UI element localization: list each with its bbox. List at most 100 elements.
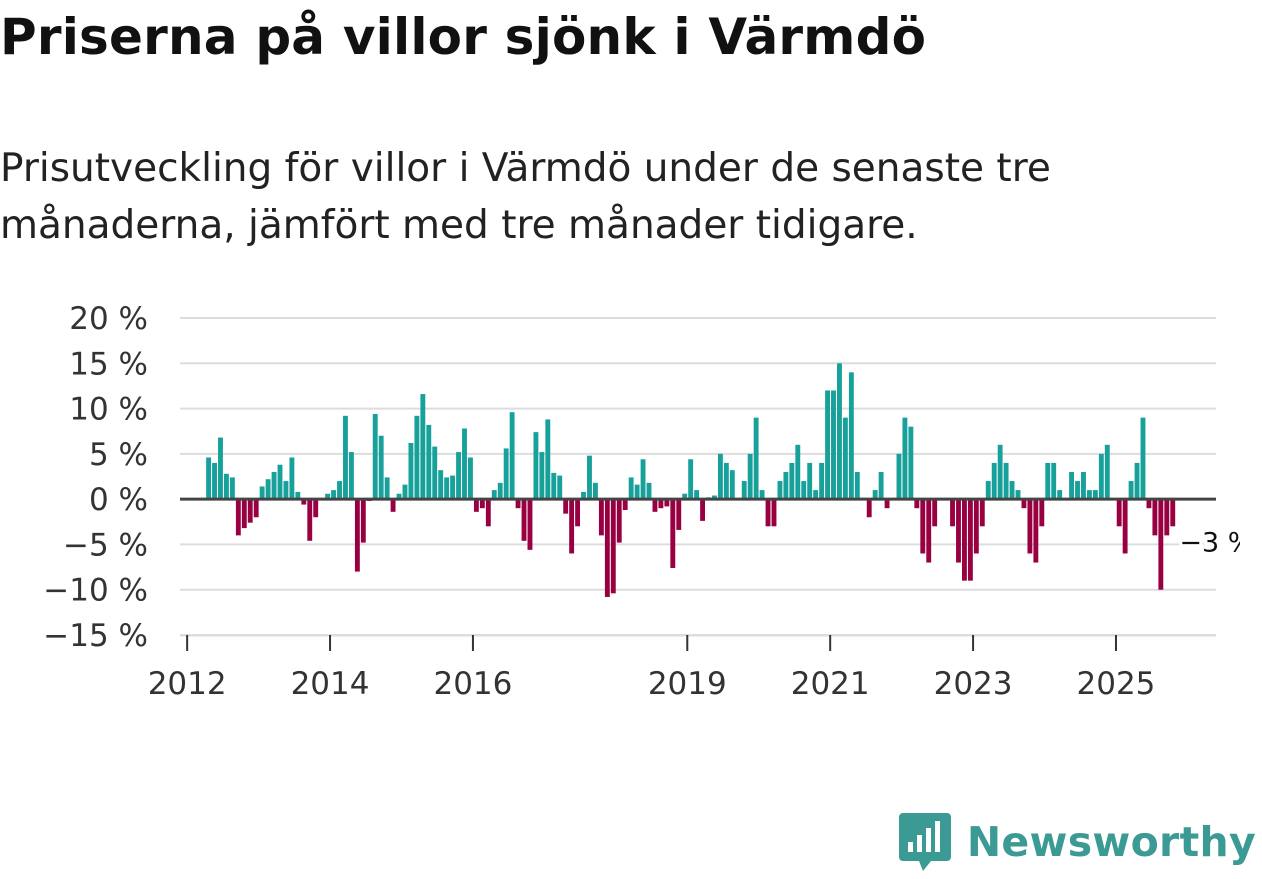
- bar: [247, 499, 253, 523]
- bar: [301, 499, 307, 505]
- bar: [1152, 499, 1158, 536]
- bar: [783, 471, 789, 500]
- bar: [962, 499, 967, 581]
- bar: [414, 415, 420, 500]
- bar: [473, 499, 479, 512]
- bar-chart-speech-bubble-icon: [898, 813, 951, 871]
- bar: [1033, 499, 1039, 563]
- bar: [932, 499, 938, 527]
- brand-name: Newsworthy: [966, 818, 1256, 866]
- bar: [1069, 471, 1075, 500]
- y-axis-tick-labels: 20 % 15 % 10 % 5 % 0 % −5 % −10 % −15 %: [43, 301, 148, 654]
- x-tick-label: 2019: [648, 666, 727, 702]
- bar: [771, 499, 777, 527]
- bar: [223, 473, 229, 500]
- bar: [866, 499, 872, 518]
- y-tick-label: 15 %: [69, 346, 148, 382]
- bar: [628, 477, 634, 500]
- bar: [717, 453, 723, 500]
- bar: [819, 462, 825, 500]
- bar: [759, 490, 765, 500]
- y-tick-label: −15 %: [43, 618, 148, 654]
- bar: [854, 471, 860, 500]
- bar: [485, 499, 491, 527]
- bar: [973, 499, 979, 554]
- x-tick-label: 2025: [1077, 666, 1156, 702]
- bar: [1140, 417, 1146, 500]
- bar: [241, 499, 247, 529]
- bar: [456, 452, 461, 500]
- bar: [218, 437, 223, 500]
- bar: [390, 499, 396, 512]
- bar: [604, 499, 610, 597]
- bar: [1086, 490, 1092, 500]
- grid-lines: [180, 317, 1216, 636]
- bar: [289, 457, 295, 500]
- bar: [396, 493, 402, 500]
- bar: [997, 444, 1003, 500]
- bar: [1021, 499, 1027, 509]
- bar: [581, 491, 586, 500]
- bar: [1075, 481, 1080, 500]
- bar: [872, 490, 878, 500]
- bar: [926, 499, 932, 563]
- bar: [235, 499, 241, 536]
- bar: [1170, 499, 1176, 527]
- annotation-label: −3 %: [1179, 528, 1240, 559]
- x-axis: 2012 2014 2016 2019 2021 2023 2025: [148, 634, 1216, 702]
- bar: [1015, 490, 1021, 500]
- chart-title: Priserna på villor sjönk i Värmdö: [0, 8, 927, 66]
- bar: [503, 448, 509, 500]
- bar: [450, 475, 456, 500]
- bar: [295, 491, 301, 500]
- bar: [378, 435, 384, 500]
- bar: [694, 490, 700, 500]
- bar: [979, 499, 985, 527]
- bar: [521, 499, 527, 541]
- y-tick-label: 5 %: [89, 437, 148, 473]
- bar: [438, 470, 444, 500]
- bar: [1045, 462, 1051, 500]
- bar: [360, 499, 366, 543]
- x-tick-label: 2016: [433, 666, 512, 702]
- bar: [527, 499, 533, 550]
- bar: [1027, 499, 1033, 554]
- bar: [837, 363, 842, 500]
- bar: [575, 499, 581, 527]
- bar: [533, 432, 539, 500]
- bar: [563, 499, 569, 514]
- bar: [1009, 481, 1015, 500]
- bar: [545, 419, 551, 500]
- x-tick-label: 2014: [291, 666, 370, 702]
- bar: [634, 484, 640, 500]
- bar: [277, 464, 283, 500]
- bar: [729, 470, 735, 500]
- bar: [1134, 462, 1140, 500]
- y-tick-label: 10 %: [69, 392, 148, 428]
- bar: [1098, 453, 1104, 500]
- bar: [384, 477, 390, 500]
- bar: [967, 499, 973, 581]
- bar: [539, 452, 545, 500]
- newsworthy-brand[interactable]: Newsworthy: [898, 813, 1256, 871]
- bar: [348, 452, 354, 500]
- bar: [646, 482, 652, 500]
- bar: [801, 481, 807, 500]
- x-tick-label: 2023: [934, 666, 1013, 702]
- bar: [658, 499, 664, 509]
- y-tick-label: 0 %: [89, 482, 148, 518]
- bar: [616, 499, 622, 543]
- bar: [497, 482, 503, 500]
- bar: [682, 493, 688, 500]
- bar: [1039, 499, 1045, 527]
- bar: [598, 499, 604, 536]
- bar: [307, 499, 313, 541]
- bar: [479, 499, 485, 509]
- bar: [1164, 499, 1170, 536]
- bar: [432, 446, 438, 500]
- bar: [950, 499, 955, 527]
- bar: [831, 390, 836, 500]
- bar: [569, 499, 575, 554]
- bar: [956, 499, 961, 563]
- bars: [206, 363, 1176, 597]
